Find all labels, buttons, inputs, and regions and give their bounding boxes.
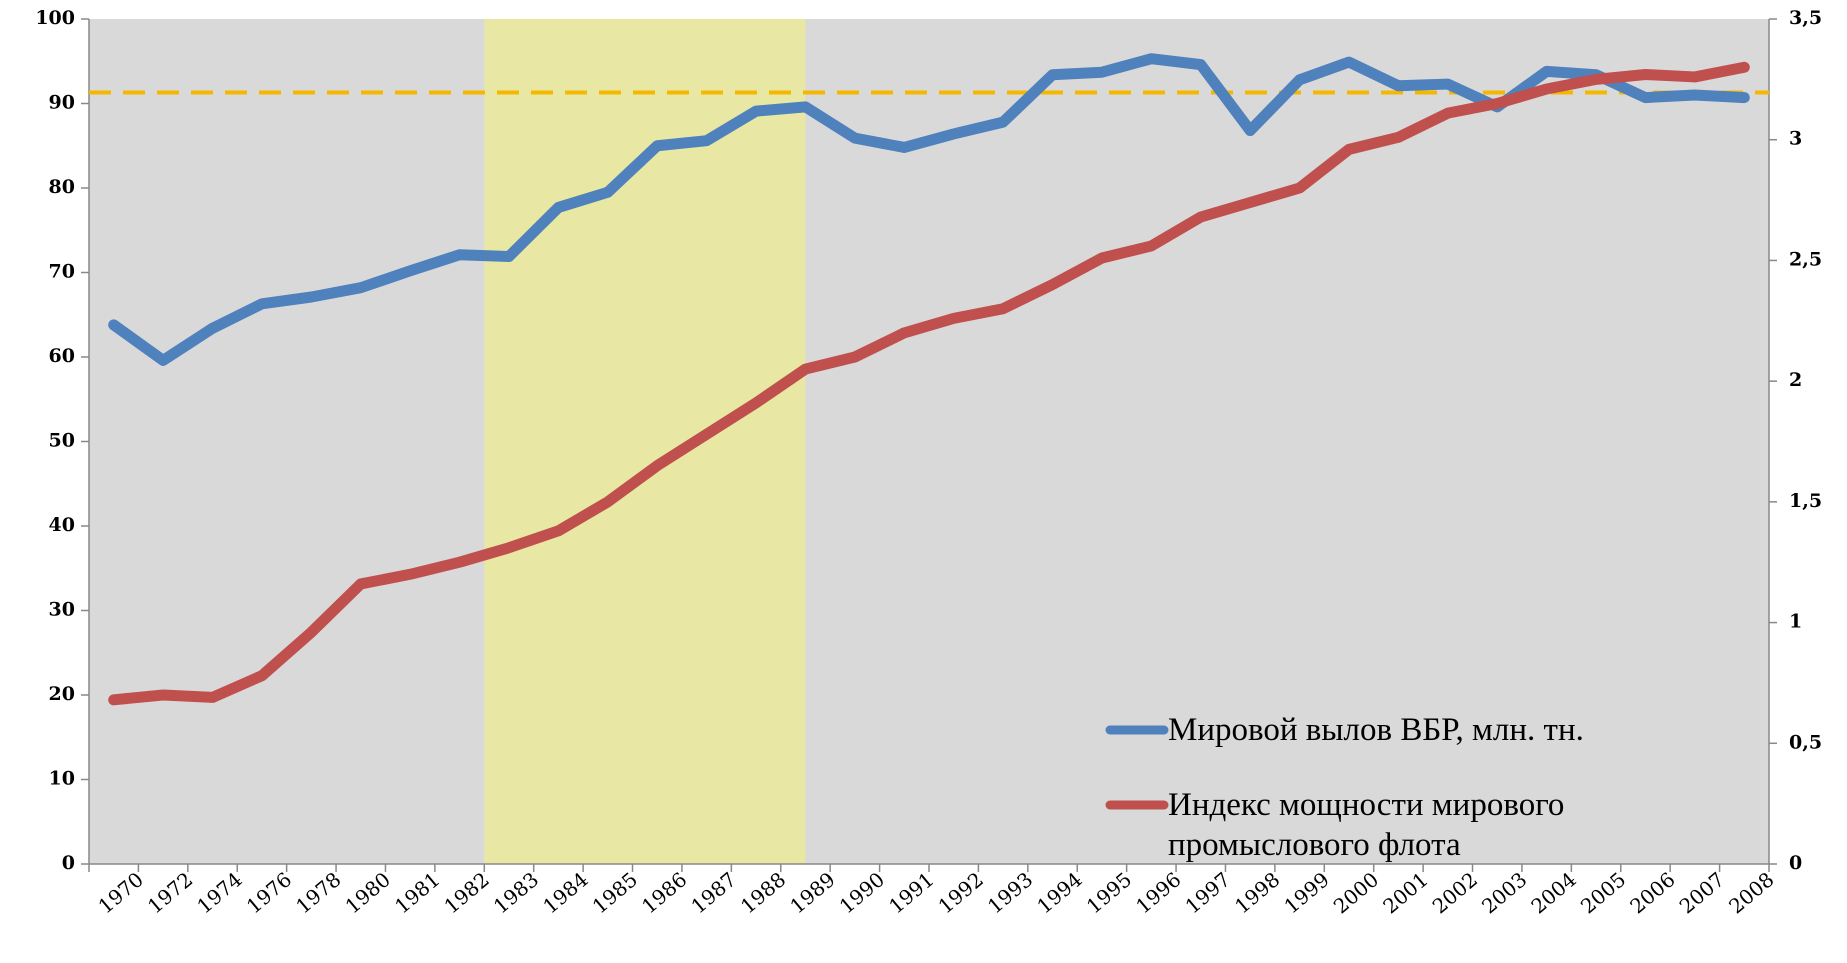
x-tick-label: 2003 (1477, 867, 1531, 918)
x-tick-label: 1990 (835, 867, 889, 918)
x-tick-label: 1999 (1279, 867, 1333, 918)
x-tick-label: 2005 (1576, 867, 1630, 918)
x-tick-label: 1989 (785, 867, 839, 918)
y-tick-label: 70 (49, 261, 75, 283)
x-tick-label: 1986 (637, 867, 691, 918)
y-tick-label: 100 (35, 7, 75, 29)
x-tick-label: 2000 (1329, 867, 1383, 918)
highlight-band (484, 19, 806, 864)
x-tick-label: 2007 (1675, 867, 1729, 918)
y2-tick-label: 1 (1789, 611, 1802, 633)
x-tick-label: 1994 (1032, 867, 1086, 918)
x-tick-label: 1985 (588, 867, 642, 918)
y2-tick-label: 1,5 (1789, 490, 1822, 512)
x-tick-label: 1974 (192, 867, 246, 918)
x-tick-label: 1982 (439, 867, 493, 918)
x-tick-label: 1988 (736, 867, 790, 918)
y2-tick-label: 3 (1789, 128, 1802, 150)
x-tick-label: 1970 (94, 867, 148, 918)
x-tick-label: 1976 (242, 867, 296, 918)
y-tick-label: 30 (49, 599, 75, 621)
y-tick-label: 10 (49, 768, 75, 790)
x-tick-label: 1984 (538, 867, 592, 918)
series-line (108, 61, 1750, 706)
y-tick-label: 80 (49, 176, 75, 198)
x-tick-label: 1993 (983, 867, 1037, 918)
y2-tick-label: 2 (1789, 369, 1802, 391)
y-tick-label: 50 (49, 430, 75, 452)
x-tick-label: 2008 (1724, 867, 1778, 918)
legend-label: Мировой вылов ВБР, млн. тн. (1168, 712, 1584, 748)
x-tick-label: 1972 (143, 867, 197, 918)
y-tick-label: 90 (49, 92, 75, 114)
x-tick-label: 1997 (1181, 867, 1235, 918)
x-tick-label: 1996 (1131, 867, 1185, 918)
x-tick-label: 2004 (1526, 867, 1580, 918)
y-tick-label: 20 (49, 683, 75, 705)
legend-label: Индекс мощности мирового промыслового фл… (1168, 787, 1565, 863)
x-tick-label: 1981 (390, 867, 444, 918)
x-tick-label: 2002 (1428, 867, 1482, 918)
x-tick-label: 1983 (489, 867, 543, 918)
x-tick-label: 1992 (934, 867, 988, 918)
y2-tick-label: 0 (1789, 852, 1802, 874)
plot-background (89, 19, 1769, 864)
x-tick-label: 1980 (341, 867, 395, 918)
y2-tick-label: 0,5 (1789, 731, 1822, 753)
x-tick-label: 1978 (291, 867, 345, 918)
x-tick-label: 2006 (1625, 867, 1679, 918)
y2-tick-label: 2,5 (1789, 248, 1822, 270)
x-tick-label: 1998 (1230, 867, 1284, 918)
x-tick-label: 1995 (1082, 867, 1136, 918)
y2-tick-label: 3,5 (1789, 7, 1822, 29)
x-tick-label: 1991 (884, 867, 938, 918)
y-tick-label: 0 (62, 852, 75, 874)
y-tick-label: 40 (49, 514, 75, 536)
y-tick-label: 60 (49, 345, 75, 367)
x-tick-label: 2001 (1378, 867, 1432, 918)
x-tick-label: 1987 (686, 867, 740, 918)
series-line (108, 53, 1750, 366)
